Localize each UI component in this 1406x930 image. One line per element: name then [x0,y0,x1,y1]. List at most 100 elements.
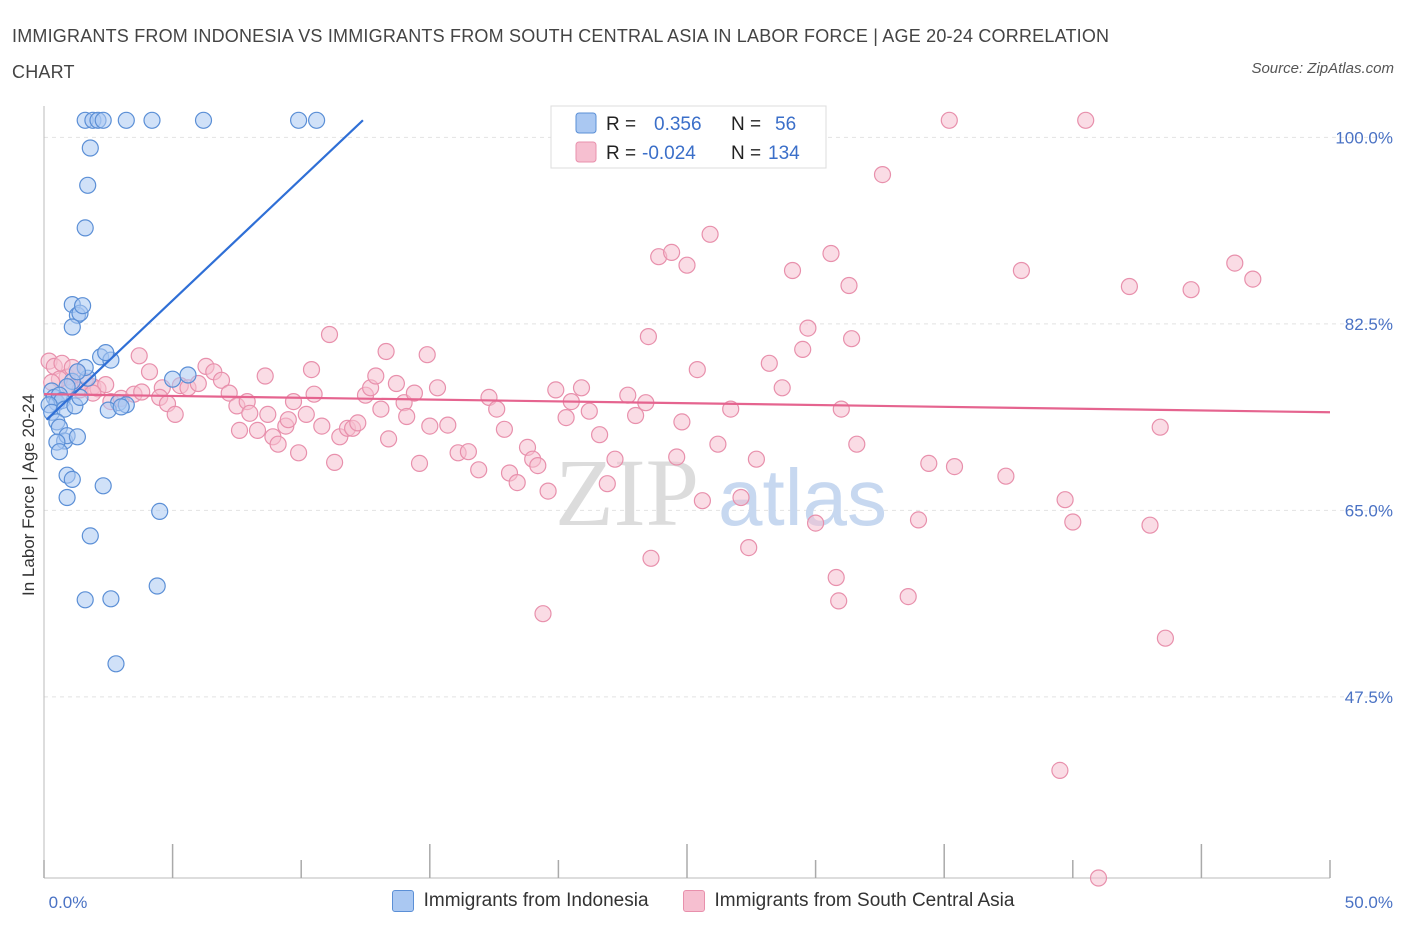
south-central-asia-point [1065,514,1081,530]
legend-pink-swatch [576,142,596,162]
south-central-asia-point [774,380,790,396]
indonesia-point [118,112,134,128]
south-central-asia-point [378,344,394,360]
south-central-asia-point [808,515,824,531]
south-central-asia-point [422,418,438,434]
legend-r-value-2: -0.024 [642,143,696,164]
indonesia-point [108,656,124,672]
indonesia-point [72,389,88,405]
south-central-asia-point [831,593,847,609]
south-central-asia-point [849,436,865,452]
indonesia-point [113,399,129,415]
south-central-asia-point [669,449,685,465]
indonesia-point [95,478,111,494]
legend-n-label-1: N = [731,114,761,135]
south-central-asia-point [823,246,839,262]
indonesia-point [196,112,212,128]
bottom-legend-item-indonesia[interactable]: Immigrants from Indonesia [392,890,649,912]
south-central-asia-point [574,380,590,396]
south-central-asia-point [841,278,857,294]
south-central-asia-point [679,257,695,273]
indonesia-point [69,429,85,445]
y-tick-label: 100.0% [1335,128,1393,147]
south-central-asia-point [761,355,777,371]
legend-n-label-2: N = [731,143,761,164]
south-central-asia-point [607,451,623,467]
indonesia-point [180,367,196,383]
south-central-asia-point [314,418,330,434]
indonesia-swatch [392,890,414,912]
south-central-asia-point [131,348,147,364]
south-central-asia-point [733,490,749,506]
south-central-asia-point [440,417,456,433]
indonesia-point [59,490,75,506]
south-central-asia-swatch [683,890,705,912]
south-central-asia-point [643,550,659,566]
south-central-asia-point [581,403,597,419]
indonesia-point [77,220,93,236]
south-central-asia-point [748,451,764,467]
indonesia-point [95,112,111,128]
legend-r-label-1: R = [606,114,636,135]
stats-legend: R = 0.356 N = 56 R = -0.024 N = 134 [551,106,826,168]
south-central-asia-point [900,589,916,605]
indonesia-point [75,298,91,314]
south-central-asia-point [785,263,801,279]
south-central-asia-point [710,436,726,452]
y-tick-labels: 100.0%82.5%65.0%47.5% [1335,128,1393,707]
south-central-asia-point [800,320,816,336]
south-central-asia-point [489,401,505,417]
legend-n-value-1: 56 [775,114,796,135]
south-central-asia-point [1057,492,1073,508]
south-central-asia-point [640,329,656,345]
indonesia-point [80,177,96,193]
south-central-asia-point [1245,271,1261,287]
indonesia-point [103,591,119,607]
south-central-asia-point [167,406,183,422]
south-central-asia-point [592,427,608,443]
bottom-legend-item-south-central-asia[interactable]: Immigrants from South Central Asia [683,890,1015,912]
south-central-asia-point [1157,630,1173,646]
south-central-asia-point [1052,762,1068,778]
south-central-asia-point [941,112,957,128]
indonesia-point [165,371,181,387]
south-central-asia-point [620,387,636,403]
legend-r-label-2: R = [606,143,636,164]
y-tick-label: 82.5% [1345,315,1393,334]
watermark: ZIP atlas [555,439,887,546]
bottom-legend-label-south-central-asia: Immigrants from South Central Asia [715,890,1015,912]
south-central-asia-point [1121,279,1137,295]
south-central-asia-point [460,444,476,460]
south-central-asia-point [1227,255,1243,271]
south-central-asia-point [530,458,546,474]
south-central-asia-point [1142,517,1158,533]
indonesia-point [152,503,168,519]
south-central-asia-point [558,410,574,426]
south-central-asia-point [412,455,428,471]
south-central-asia-point [496,421,512,437]
south-central-asia-point [350,415,366,431]
south-central-asia-point [134,384,150,400]
south-central-asia-point [250,422,266,438]
south-central-asia-point [540,483,556,499]
south-central-asia-point [674,414,690,430]
legend-r-value-1: 0.356 [654,114,702,135]
south-central-asia-point [795,341,811,357]
south-central-asia-point [1013,263,1029,279]
y-axis-title: In Labor Force | Age 20-24 [19,394,38,596]
indonesia-point [69,364,85,380]
bottom-legend: Immigrants from Indonesia Immigrants fro… [0,890,1406,912]
south-central-asia-point [947,459,963,475]
south-central-asia-point [741,540,757,556]
south-central-asia-point [286,394,302,410]
south-central-asia-point [373,401,389,417]
legend-blue-swatch [576,113,596,133]
south-central-asia-point [298,406,314,422]
legend-n-value-2: 134 [768,143,800,164]
south-central-asia-point [257,368,273,384]
south-central-asia-point [430,380,446,396]
south-central-asia-point [548,382,564,398]
south-central-asia-point [1091,870,1107,886]
south-central-asia-point [471,462,487,478]
south-central-asia-point [828,570,844,586]
